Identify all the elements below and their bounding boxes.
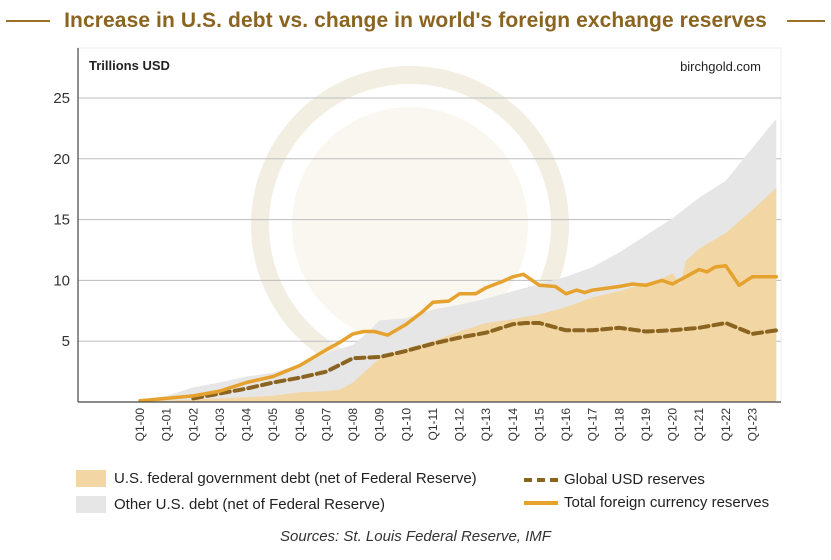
y-tick-20: 20	[53, 151, 70, 168]
legend-label-fed-debt: U.S. federal government debt (net of Fed…	[114, 470, 477, 487]
line-series	[138, 264, 779, 403]
y-tick-25: 25	[53, 90, 70, 107]
x-tick-Q1-03: Q1-03	[213, 408, 227, 442]
sources-footer: Sources: St. Louis Federal Reserve, IMF	[280, 528, 551, 545]
y-tick-labels: 5 10 15 20 25	[53, 90, 70, 350]
x-tick-Q1-19: Q1-19	[639, 408, 653, 442]
y-tick-15: 15	[53, 212, 70, 229]
x-tick-Q1-08: Q1-08	[346, 408, 360, 442]
x-tick-Q1-14: Q1-14	[506, 408, 520, 442]
x-tick-Q1-12: Q1-12	[453, 408, 467, 442]
axes	[77, 48, 781, 403]
x-tick-Q1-00: Q1-00	[133, 408, 147, 442]
x-tick-Q1-13: Q1-13	[479, 408, 493, 442]
x-tick-Q1-11: Q1-11	[426, 408, 440, 441]
legend-swatch-global-usd	[524, 478, 558, 482]
x-tick-labels: Q1-00 Q1-01 Q1-02 Q1-03 Q1-04 Q1-05 Q1-06 Q1-07…	[133, 408, 759, 442]
x-tick-Q1-22: Q1-22	[719, 408, 733, 442]
x-tick-Q1-04: Q1-04	[240, 408, 254, 442]
x-tick-Q1-05: Q1-05	[266, 408, 280, 442]
chart-svg: 5 10 15 20 25 Q1-00 Q1-01 Q1-02 Q1-03 Q1-04 Q1-05…	[53, 47, 782, 442]
legend-swatch-total-fx	[524, 501, 558, 505]
title-rule-left	[6, 20, 50, 22]
watermark-emblem-inner	[292, 107, 528, 343]
x-tick-Q1-06: Q1-06	[293, 408, 307, 442]
x-tick-Q1-01: Q1-01	[160, 408, 174, 442]
x-tick-Q1-09: Q1-09	[373, 408, 387, 442]
x-tick-Q1-10: Q1-10	[399, 408, 413, 442]
legend-swatch-other-debt	[76, 496, 106, 513]
x-tick-Q1-15: Q1-15	[532, 408, 546, 442]
line-total-fx	[138, 264, 779, 403]
line-global-usd	[191, 321, 779, 401]
x-tick-Q1-02: Q1-02	[186, 408, 200, 442]
x-tick-Q1-16: Q1-16	[559, 408, 573, 442]
title-bar: Increase in U.S. debt vs. change in worl…	[0, 6, 831, 36]
legend-swatch-fed-debt	[76, 470, 106, 487]
title-rule-right	[787, 20, 825, 22]
x-tick-Q1-23: Q1-23	[745, 408, 759, 442]
area-fed-debt	[140, 188, 777, 402]
website-label: birchgold.com	[680, 59, 761, 74]
x-tick-Q1-07: Q1-07	[319, 408, 333, 442]
area-series	[140, 118, 777, 402]
y-tick-10: 10	[53, 272, 70, 289]
x-tick-Q1-21: Q1-21	[692, 408, 706, 442]
legend-label-total-fx: Total foreign currency reserves	[564, 494, 770, 511]
x-tick-Q1-17: Q1-17	[586, 408, 600, 442]
unit-label: Trillions USD	[89, 58, 170, 73]
x-tick-Q1-20: Q1-20	[666, 408, 680, 442]
legend-label-other-debt: Other U.S. debt (net of Federal Reserve)	[114, 496, 385, 513]
chart-title: Increase in U.S. debt vs. change in worl…	[64, 9, 767, 32]
y-tick-5: 5	[62, 333, 70, 350]
legend-label-global-usd: Global USD reserves	[564, 471, 705, 488]
x-tick-Q1-18: Q1-18	[612, 408, 626, 442]
